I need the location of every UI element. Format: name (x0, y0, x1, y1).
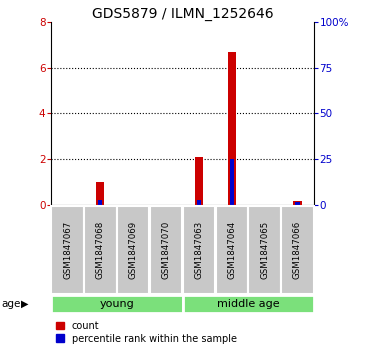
Title: GDS5879 / ILMN_1252646: GDS5879 / ILMN_1252646 (92, 7, 273, 21)
Text: GSM1847064: GSM1847064 (227, 220, 236, 279)
Text: GSM1847068: GSM1847068 (96, 220, 105, 279)
Text: young: young (99, 299, 134, 309)
Text: GSM1847070: GSM1847070 (162, 220, 170, 279)
Bar (51, 205, 84, 294)
Bar (215, 205, 248, 294)
Text: GSM1847065: GSM1847065 (260, 220, 269, 279)
Bar (248, 205, 281, 294)
Bar (182, 295, 314, 313)
Text: GSM1847066: GSM1847066 (293, 220, 302, 279)
Text: GSM1847063: GSM1847063 (195, 220, 203, 279)
Bar (98, 200, 103, 205)
Bar (51, 295, 182, 313)
Bar (96, 182, 104, 205)
Bar (228, 52, 236, 205)
Bar (295, 202, 300, 205)
Text: GSM1847069: GSM1847069 (129, 220, 138, 279)
Legend: count, percentile rank within the sample: count, percentile rank within the sample (56, 321, 237, 344)
Text: age: age (2, 299, 21, 309)
Bar (117, 205, 150, 294)
Bar (150, 205, 182, 294)
Bar (293, 200, 301, 205)
Text: GSM1847067: GSM1847067 (63, 220, 72, 279)
Text: ▶: ▶ (21, 299, 29, 309)
Bar (195, 157, 203, 205)
Bar (84, 205, 117, 294)
Bar (230, 159, 234, 205)
Bar (197, 200, 201, 205)
Bar (281, 205, 314, 294)
Text: middle age: middle age (217, 299, 280, 309)
Bar (182, 205, 215, 294)
